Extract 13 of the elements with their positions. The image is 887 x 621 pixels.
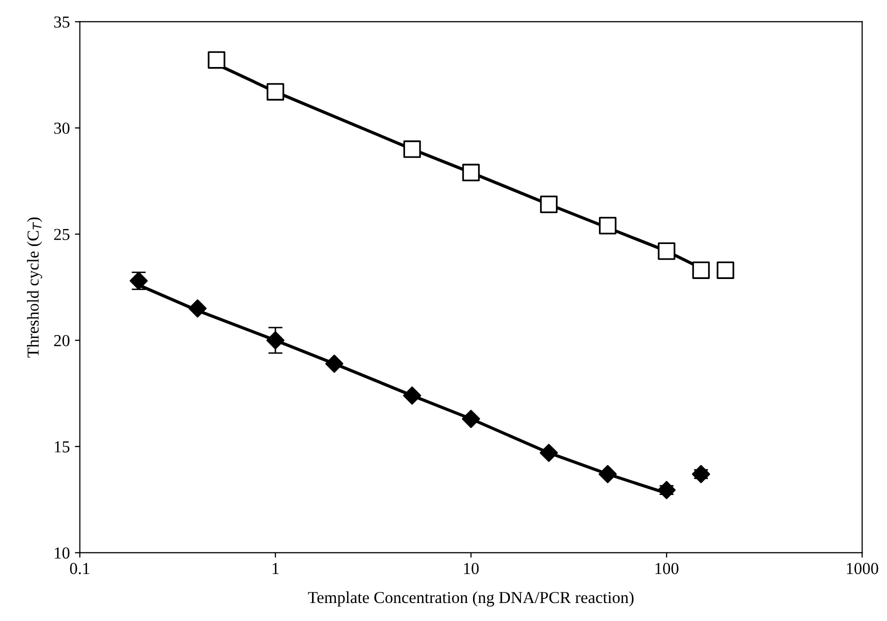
x-tick-label: 1: [272, 562, 279, 574]
x-tick-label: 0.1: [70, 562, 90, 574]
y-tick-label: 15: [54, 441, 70, 452]
y-tick-label: 30: [54, 122, 70, 134]
y-axis-title: Threshold cycle (C$_{T}$): [26, 218, 42, 358]
x-axis-title: Template Concentration (ng DNA/PCR reaction): [308, 591, 634, 607]
y-tick-label: 10: [54, 547, 70, 559]
y-tick-label: 25: [54, 228, 70, 240]
x-tick-label: 1000: [846, 562, 878, 574]
y-tick-label: 20: [54, 335, 70, 346]
y-tick-label: 35: [54, 16, 70, 28]
x-tick-label: 10: [464, 562, 479, 574]
x-tick-label: 100: [656, 562, 678, 574]
